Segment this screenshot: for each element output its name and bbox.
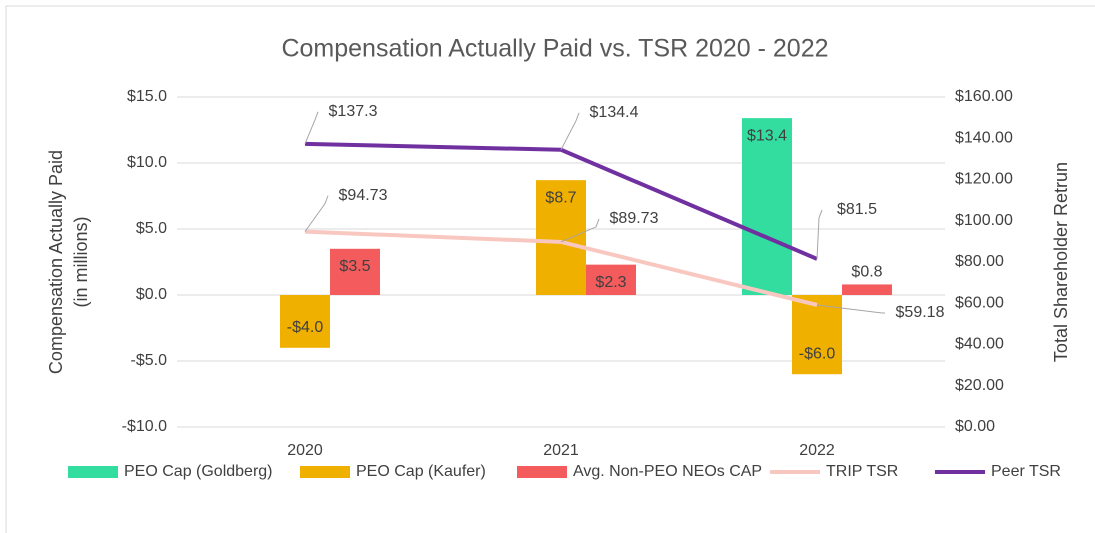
leader-line — [560, 218, 600, 243]
chart-border — [5, 5, 1095, 533]
data-label: $81.5 — [837, 201, 877, 218]
bar — [280, 295, 330, 348]
legend-swatch — [68, 466, 118, 478]
legend-label: PEO Cap (Kaufer) — [356, 463, 486, 480]
bar — [536, 180, 586, 295]
bar — [330, 248, 380, 295]
bar — [586, 264, 636, 295]
legend-label: Avg. Non-PEO NEOs CAP — [573, 463, 762, 480]
bar — [792, 295, 842, 375]
y2-tick-label: $160.00 — [955, 88, 1013, 105]
leader-line — [816, 304, 885, 314]
legend-label: Peer TSR — [991, 463, 1061, 480]
leader-line — [560, 112, 580, 151]
data-label: $94.73 — [339, 187, 388, 204]
legend-label: PEO Cap (Goldberg) — [124, 463, 273, 480]
y2-tick-label: $100.00 — [955, 212, 1013, 229]
data-label: $59.18 — [896, 304, 945, 321]
legend-swatch — [517, 466, 567, 478]
y-axis-title: (in millions) — [71, 216, 91, 307]
y2-tick-label: $80.00 — [955, 253, 1004, 270]
data-label: $137.3 — [329, 103, 378, 120]
y-tick-label: $0.0 — [136, 286, 167, 303]
y2-tick-label: $140.00 — [955, 129, 1013, 146]
data-label: $0.8 — [851, 264, 882, 281]
y2-tick-label: $20.00 — [955, 377, 1004, 394]
line — [304, 229, 818, 307]
data-label: $8.7 — [545, 189, 576, 206]
bar — [742, 118, 792, 296]
x-tick-label: 2021 — [543, 442, 579, 459]
x-tick-label: 2022 — [799, 442, 835, 459]
legend-swatch — [300, 466, 350, 478]
chart-title: Compensation Actually Paid vs. TSR 2020 … — [281, 35, 828, 63]
data-label: -$4.0 — [287, 319, 324, 336]
y-tick-label: -$10.0 — [122, 418, 167, 435]
y-axis-title: Compensation Actually Paid — [46, 150, 66, 374]
y-tick-label: $10.0 — [127, 154, 167, 171]
y2-tick-label: $0.00 — [955, 418, 995, 435]
x-tick-label: 2020 — [287, 442, 323, 459]
data-label: $2.3 — [595, 274, 626, 291]
leader-line — [816, 209, 823, 259]
leader-line — [304, 195, 329, 232]
y2-tick-label: $60.00 — [955, 294, 1004, 311]
data-label: $134.4 — [590, 104, 639, 121]
data-label: $3.5 — [339, 258, 370, 275]
data-label: $13.4 — [747, 127, 787, 144]
y-tick-label: -$5.0 — [131, 352, 168, 369]
leader-line — [304, 111, 319, 145]
y-tick-label: $5.0 — [136, 220, 167, 237]
y2-tick-label: $40.00 — [955, 336, 1004, 353]
data-label: -$6.0 — [799, 345, 836, 362]
y2-axis-title: Total Shareholder Retrun — [1051, 162, 1071, 362]
y2-tick-label: $120.00 — [955, 171, 1013, 188]
bar — [842, 284, 892, 295]
y-tick-label: $15.0 — [127, 88, 167, 105]
data-label: $89.73 — [610, 210, 659, 227]
legend-label: TRIP TSR — [826, 463, 898, 480]
